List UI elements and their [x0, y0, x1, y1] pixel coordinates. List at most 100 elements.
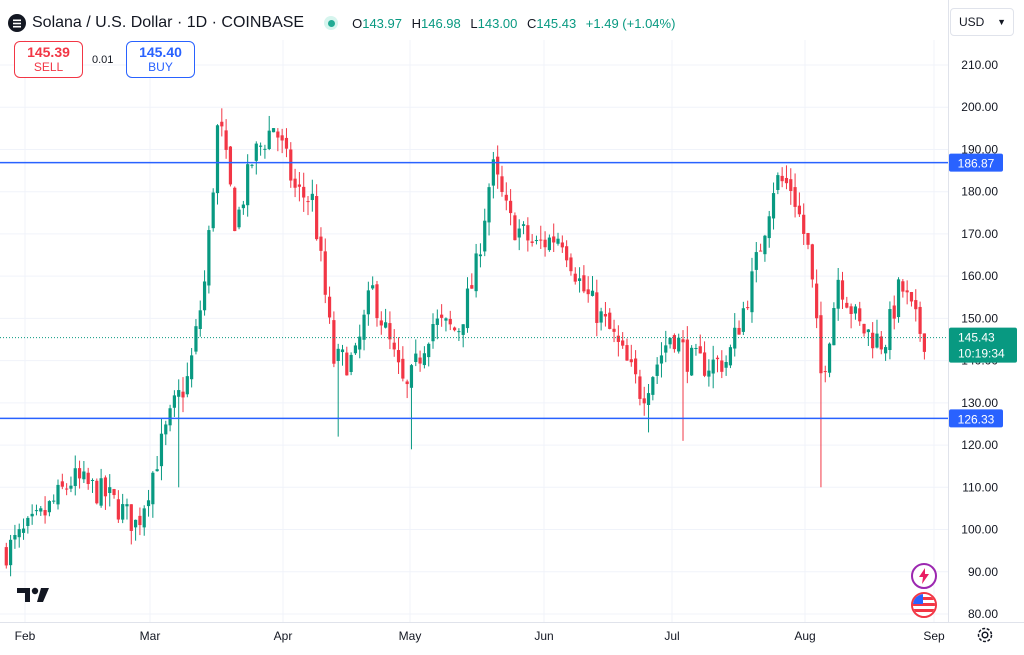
candle-body	[836, 279, 840, 309]
candle-body	[767, 216, 771, 239]
candle-body	[202, 281, 207, 311]
candle-body	[892, 305, 896, 319]
buy-button[interactable]: 145.40 BUY	[126, 41, 195, 78]
high-value: 146.98	[421, 15, 461, 31]
candle-body	[371, 285, 375, 289]
candle-body	[677, 337, 681, 352]
y-tick-label: 210.00	[961, 58, 998, 72]
candle-body	[340, 349, 345, 353]
ohlc-values: O143.97 H146.98 L143.00 C145.43 +1.49 (+…	[352, 15, 676, 31]
tradingview-logo[interactable]	[17, 586, 53, 609]
countdown-label: 10:19:34	[958, 347, 1005, 361]
candle-body	[375, 284, 379, 319]
settings-gear-icon[interactable]	[975, 625, 995, 645]
candle-body	[608, 312, 612, 329]
candle-body	[30, 513, 34, 517]
candle-body	[776, 175, 780, 191]
candle-body	[190, 355, 194, 380]
candle-body	[823, 371, 827, 373]
candle-body	[500, 176, 504, 192]
candle-body	[271, 128, 276, 133]
candle-body	[90, 479, 95, 481]
candle-body	[888, 309, 892, 351]
candle-body	[470, 285, 474, 289]
candle-body	[629, 359, 633, 363]
candle-body	[858, 308, 862, 322]
candle-body	[121, 504, 125, 520]
candle-body	[409, 365, 414, 388]
horizontal-line-label-bg	[949, 153, 1003, 172]
candle-body	[586, 289, 590, 295]
sell-price: 145.39	[27, 44, 70, 60]
candle-body	[246, 164, 250, 206]
candle-body	[263, 148, 267, 150]
candle-body	[185, 376, 189, 395]
candle-body	[86, 472, 90, 485]
x-tick-label: Jun	[534, 629, 553, 643]
candle-body	[172, 395, 176, 408]
candle-body	[871, 332, 875, 349]
market-open-icon	[324, 16, 339, 30]
candle-body	[155, 469, 159, 472]
candle-body	[569, 257, 573, 272]
x-tick-label: Mar	[140, 629, 161, 643]
candle-body	[440, 314, 444, 318]
candle-body	[306, 201, 310, 203]
candle-body	[862, 323, 866, 334]
candle-body	[405, 381, 409, 385]
candle-body	[702, 352, 707, 376]
candle-body	[590, 290, 595, 296]
candle-body	[254, 143, 258, 161]
y-tick-label: 200.00	[961, 100, 998, 114]
symbol-title[interactable]: Solana / U.S. Dollar · 1D · COINBASE	[32, 14, 305, 31]
x-tick-label: May	[399, 629, 422, 643]
candle-body	[345, 352, 349, 376]
currency-select[interactable]: USD ▼	[950, 8, 1014, 36]
candle-body	[327, 296, 332, 318]
candle-body	[99, 478, 103, 506]
sell-button[interactable]: 145.39 SELL	[14, 41, 83, 78]
candle-body	[478, 254, 483, 257]
candle-body	[13, 535, 17, 540]
candle-body	[819, 315, 823, 374]
candle-body	[504, 194, 508, 201]
candle-body	[810, 244, 814, 280]
candle-body	[922, 333, 926, 352]
candle-body	[905, 290, 909, 293]
y-tick-label: 190.00	[961, 142, 998, 156]
lightning-icon[interactable]	[911, 563, 937, 589]
candle-body	[646, 393, 651, 405]
candle-body	[332, 320, 336, 364]
last-price-label: 145.43	[958, 331, 995, 345]
x-tick-label: Aug	[794, 629, 815, 643]
flag-us-icon[interactable]	[911, 592, 937, 618]
candle-body	[733, 327, 737, 349]
x-tick-label: Sep	[923, 629, 945, 643]
y-tick-label: 150.00	[961, 311, 998, 325]
candle-body	[759, 250, 763, 252]
candle-body	[315, 196, 319, 240]
candle-body	[746, 307, 750, 309]
candle-body	[77, 468, 82, 479]
candle-body	[556, 238, 560, 244]
candle-body	[784, 177, 789, 184]
candle-body	[806, 233, 810, 245]
candle-body	[146, 500, 151, 507]
candle-body	[491, 159, 495, 186]
candle-body	[483, 220, 487, 252]
candle-body	[134, 519, 138, 528]
candle-body	[565, 246, 569, 261]
candle-body	[509, 200, 513, 214]
candle-body	[358, 336, 362, 350]
candle-body	[534, 240, 539, 242]
close-value: 145.43	[536, 15, 577, 31]
y-tick-label: 100.00	[961, 523, 998, 537]
change-value: +1.49 (+1.04%)	[585, 15, 676, 31]
candle-body	[642, 398, 646, 404]
candle-body	[625, 345, 629, 361]
candle-body	[43, 510, 47, 516]
x-tick-label: Apr	[274, 629, 293, 643]
candle-body	[228, 146, 233, 185]
candle-body	[112, 489, 116, 496]
